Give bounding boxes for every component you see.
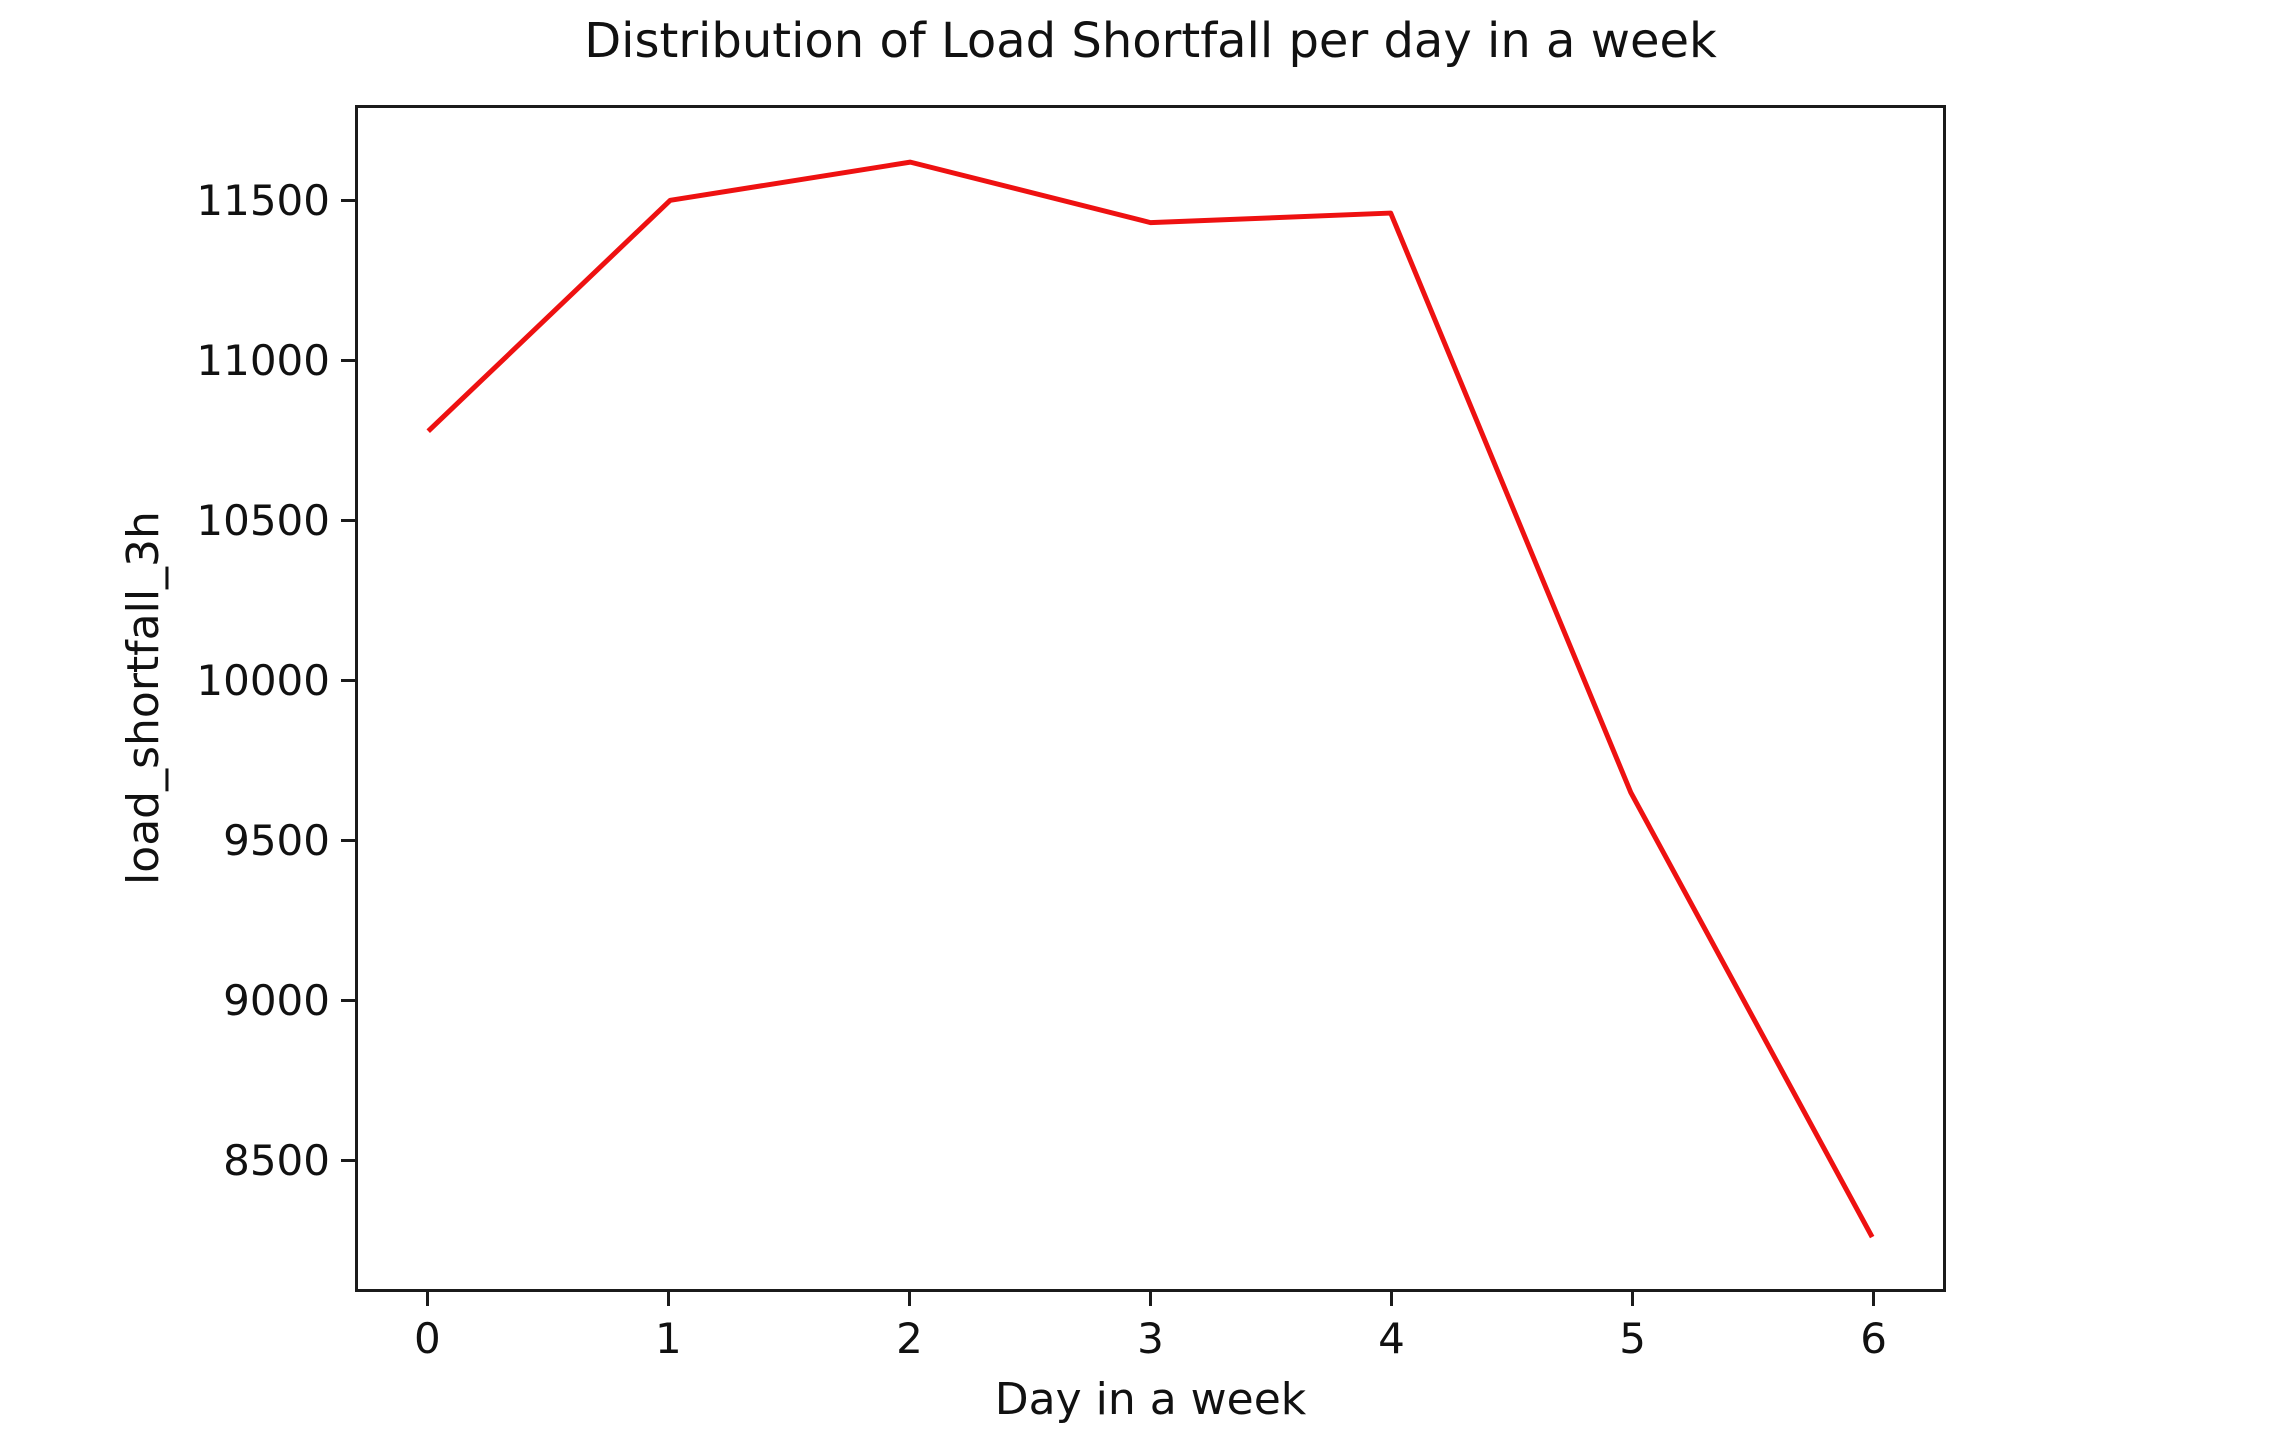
- x-tick-mark: [1149, 1292, 1152, 1306]
- x-tick-label: 4: [1378, 1314, 1405, 1363]
- x-tick-label: 1: [655, 1314, 682, 1363]
- x-tick-label: 2: [896, 1314, 923, 1363]
- y-tick-label: 10000: [196, 655, 330, 705]
- x-tick-mark: [907, 1292, 911, 1306]
- plot-area: [355, 105, 1946, 1292]
- x-tick-label: 6: [1860, 1314, 1888, 1363]
- y-axis-label: load_shortfall_3h: [117, 511, 169, 885]
- y-tick-mark: [341, 999, 355, 1003]
- y-tick-label: 9500: [223, 815, 330, 865]
- y-tick-label: 9000: [223, 975, 330, 1025]
- x-tick-mark: [1390, 1292, 1394, 1306]
- y-tick-label: 10500: [196, 495, 330, 545]
- x-tick-mark: [1631, 1292, 1635, 1306]
- line-plot-canvas: [426, 159, 1875, 1239]
- y-tick-mark: [341, 519, 355, 523]
- x-tick-mark: [425, 1292, 429, 1306]
- x-tick-label: 0: [413, 1314, 441, 1363]
- y-tick-label: 11000: [196, 335, 330, 385]
- load-shortfall-series-line: [426, 159, 1875, 1239]
- x-tick-mark: [1872, 1292, 1876, 1306]
- x-axis-label: Day in a week: [994, 1374, 1307, 1425]
- y-tick-mark: [341, 679, 355, 683]
- x-tick-label: 3: [1137, 1314, 1164, 1363]
- y-tick-mark: [341, 199, 355, 203]
- y-tick-mark: [341, 359, 355, 363]
- y-tick-mark: [341, 839, 355, 843]
- x-tick-label: 5: [1619, 1314, 1646, 1363]
- y-tick-mark: [341, 1159, 355, 1163]
- chart-title: Distribution of Load Shortfall per day i…: [584, 13, 1717, 69]
- y-tick-label: 8500: [223, 1135, 330, 1185]
- y-tick-label: 11500: [196, 175, 330, 225]
- x-tick-mark: [666, 1292, 670, 1306]
